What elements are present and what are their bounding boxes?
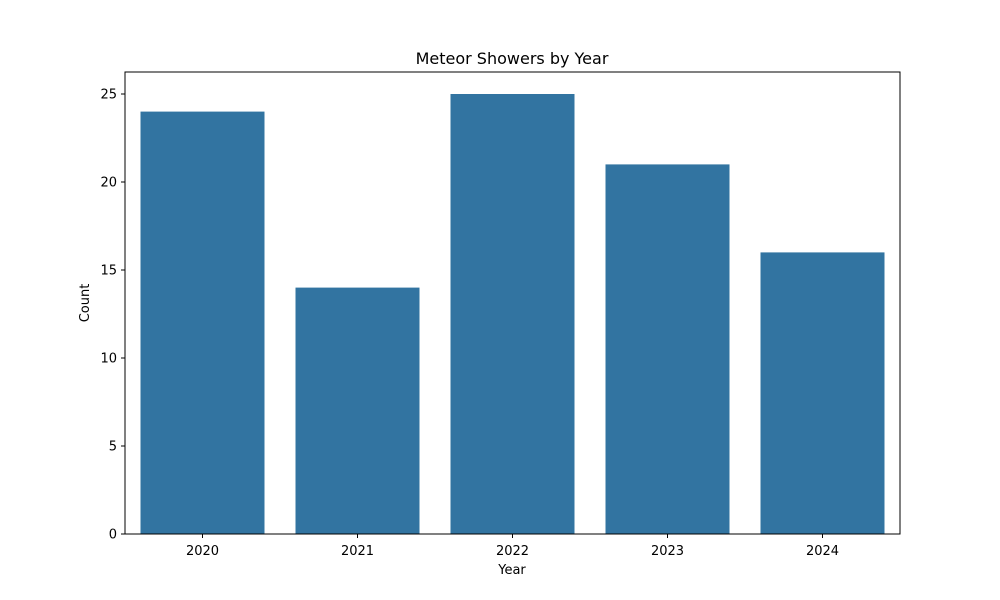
bar-2023 [605, 164, 730, 534]
y-tick-label: 20 [100, 176, 117, 191]
bars-group [140, 94, 885, 534]
bar-2021 [295, 287, 420, 534]
x-tick-label: 2022 [496, 544, 529, 559]
bar-2022 [450, 94, 575, 534]
x-tick-label: 2024 [806, 544, 839, 559]
y-tick-label: 10 [100, 352, 117, 367]
y-axis: 0 5 10 15 20 25 [100, 88, 125, 543]
y-tick-label: 15 [100, 264, 117, 279]
x-tick-label: 2020 [186, 544, 219, 559]
bar-2024 [760, 252, 885, 534]
bar-2020 [140, 111, 265, 534]
chart-title: Meteor Showers by Year [416, 49, 609, 68]
x-tick-label: 2023 [651, 544, 684, 559]
x-tick-label: 2021 [341, 544, 374, 559]
y-tick-label: 5 [109, 440, 117, 455]
y-tick-label: 0 [109, 528, 117, 543]
x-axis: 2020 2021 2022 2023 2024 [186, 534, 839, 559]
y-tick-label: 25 [100, 88, 117, 103]
y-axis-label: Count [78, 284, 93, 323]
x-axis-label: Year [497, 563, 526, 578]
